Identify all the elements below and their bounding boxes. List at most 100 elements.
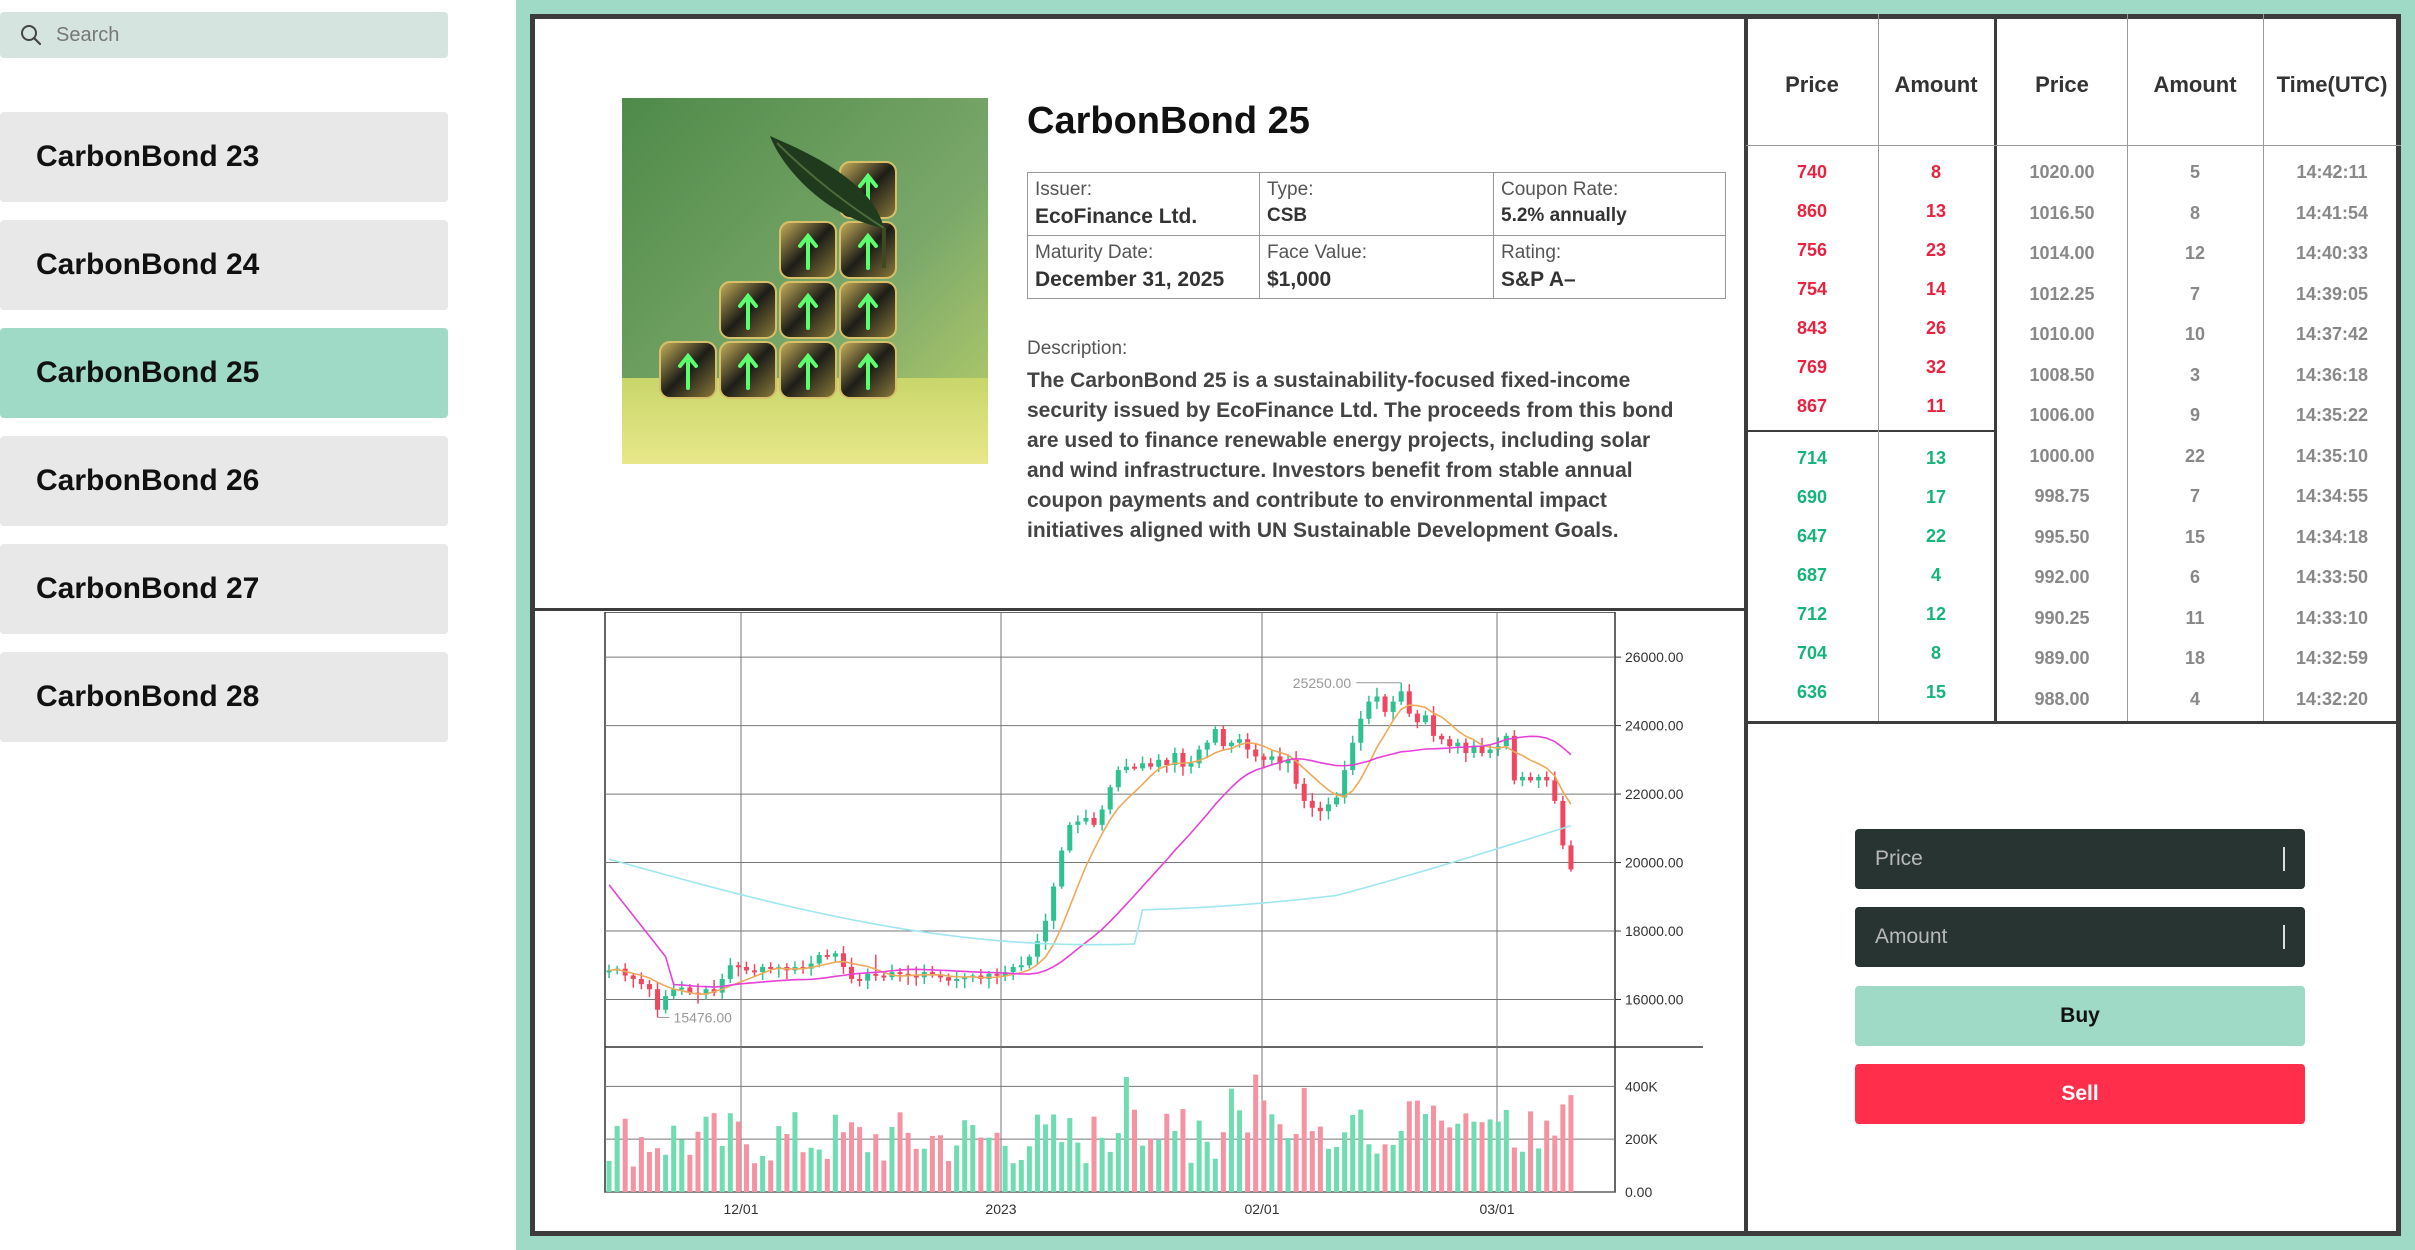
candle-body (768, 966, 774, 969)
trade-time: 14:41:54 (2295, 202, 2369, 223)
buy-button[interactable]: Buy (1855, 986, 2305, 1046)
volume-bar (663, 1154, 669, 1192)
divider-vertical-main (1744, 14, 1748, 1236)
candle-body (1099, 809, 1105, 825)
amount-input[interactable] (1873, 924, 2257, 950)
divider-book-form (1746, 721, 2401, 724)
volume-bar (808, 1147, 814, 1192)
candle-body (1479, 746, 1485, 753)
ask-price: 754 (1796, 279, 1828, 299)
rating-value: S&P A– (1501, 268, 1576, 291)
volume-bar (994, 1132, 1000, 1192)
volume-bar (929, 1135, 935, 1192)
candle-body (954, 978, 960, 981)
trade-amount: 4 (2189, 688, 2200, 709)
sell-button[interactable]: Sell (1855, 1064, 2305, 1124)
volume-bar (849, 1122, 855, 1192)
divider-book-trades (1994, 14, 1997, 723)
bond-list-item[interactable]: CarbonBond 24 (0, 220, 448, 310)
volume-bar (638, 1137, 644, 1192)
candle-body (1471, 746, 1477, 753)
candle-body (1406, 691, 1412, 714)
trade-price: 1016.50 (2029, 202, 2095, 223)
volume-bar (1406, 1101, 1412, 1192)
rating-label: Rating: (1501, 242, 1562, 263)
volume-bar (1051, 1114, 1057, 1192)
price-field[interactable] (1855, 829, 2305, 889)
candle-body (1334, 797, 1340, 805)
candle-body (1034, 941, 1040, 957)
volume-bar (1528, 1111, 1534, 1192)
candle-body (1220, 729, 1226, 747)
volume-bar (606, 1160, 612, 1192)
trade-time: 14:35:22 (2295, 405, 2369, 425)
price-chart[interactable]: 16000.00 18000.00 20000.00 22000.00 24000.00… (535, 612, 1705, 1232)
candle-body (881, 975, 887, 978)
bid-price: 712 (1796, 604, 1828, 624)
bond-info-table: Issuer: EcoFinance Ltd. Type: CSB Coupon… (1027, 172, 1726, 299)
candle-body (832, 953, 838, 957)
volume-bar (986, 1137, 992, 1192)
search-input[interactable] (54, 22, 418, 48)
candle-body (808, 963, 814, 969)
sidebar: CarbonBond 23 CarbonBond 24 CarbonBond 25 C… (0, 0, 520, 1250)
candle-body (1237, 739, 1243, 743)
trade-time: 14:42:11 (2296, 162, 2368, 182)
volume-bar (1414, 1100, 1420, 1192)
bond-list-item[interactable]: CarbonBond 27 (0, 544, 448, 634)
candle-body (671, 989, 677, 997)
volume-bar (1439, 1120, 1445, 1192)
price-tick-label: 26000.00 (1625, 649, 1684, 665)
trade-amount: 10 (2184, 324, 2206, 344)
candle-body (735, 965, 741, 968)
bond-list-item[interactable]: CarbonBond 23 (0, 112, 448, 202)
candle-body (727, 965, 733, 979)
bond-list-item[interactable]: CarbonBond 28 (0, 652, 448, 742)
orderbook-amount-header: Amount (1894, 72, 1978, 97)
volume-bar (946, 1161, 952, 1192)
price-tick-label: 18000.00 (1625, 923, 1684, 939)
trade-price: 1010.00 (2029, 324, 2095, 344)
volume-bar (889, 1127, 895, 1192)
price-input[interactable] (1873, 846, 2257, 872)
ask-amount: 32 (1925, 357, 1947, 377)
trade-time: 14:32:59 (2295, 648, 2369, 668)
volume-bar (671, 1125, 677, 1192)
divider-book-header (1746, 145, 2401, 146)
volume-bar (1560, 1104, 1566, 1192)
trade-time: 14:34:18 (2295, 526, 2369, 547)
ask-amount: 14 (1925, 279, 1947, 299)
text-caret (2283, 847, 2285, 871)
candle-body (1156, 759, 1162, 767)
candle-body (1342, 770, 1348, 798)
bid-amount: 15 (1925, 682, 1947, 702)
bond-list-item[interactable]: CarbonBond 26 (0, 436, 448, 526)
volume-bar (1293, 1134, 1299, 1192)
volume-bar (1334, 1146, 1340, 1192)
volume-bar (881, 1160, 887, 1192)
candle-body (1051, 886, 1057, 921)
bond-title: CarbonBond 25 (1027, 100, 1310, 142)
amount-field[interactable] (1855, 907, 2305, 967)
volume-bar (1212, 1158, 1218, 1192)
trade-price: 995.50 (2034, 526, 2090, 547)
search-bar[interactable] (0, 12, 448, 58)
volume-bar (711, 1113, 717, 1192)
volume-bar (1398, 1131, 1404, 1192)
volume-bar (937, 1135, 943, 1192)
candle-body (1107, 787, 1113, 810)
candle-body (1140, 763, 1146, 769)
volume-bar (954, 1145, 960, 1192)
ask-amount: 26 (1925, 318, 1947, 338)
bond-list-item[interactable]: CarbonBond 25 (0, 328, 448, 418)
candle-body (1398, 691, 1404, 702)
trade-price: 1000.00 (2029, 445, 2095, 466)
candle-body (849, 966, 855, 979)
ask-amount: 13 (1925, 201, 1947, 221)
volume-bar (727, 1113, 733, 1192)
ma-long-line (608, 824, 1572, 946)
volume-bar (1123, 1077, 1129, 1192)
candle-body (1285, 759, 1291, 764)
volume-bar (962, 1120, 968, 1192)
trades-header: Price (2035, 72, 2089, 97)
